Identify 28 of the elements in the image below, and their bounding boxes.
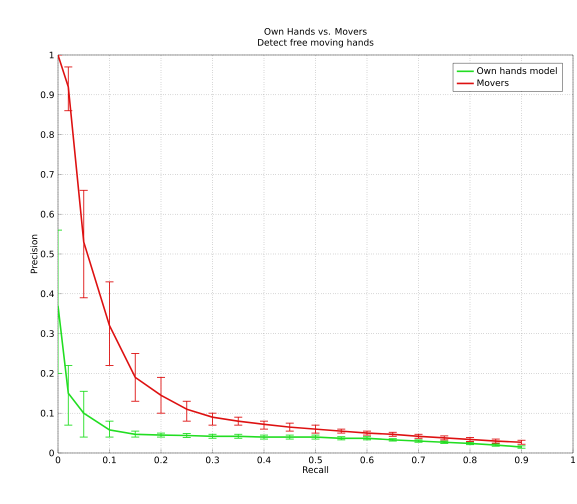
y-tick-label: 0.8 <box>40 131 54 138</box>
legend-label: Own hands model <box>477 67 557 74</box>
x-tick-label: 0.9 <box>514 456 528 464</box>
x-tick-label: 0.7 <box>412 456 425 464</box>
x-axis-title: Recall <box>303 466 328 474</box>
x-tick-label: 0.6 <box>360 456 374 464</box>
chart-title: Own Hands vs. Movers <box>264 28 367 35</box>
y-tick-label: 0 <box>49 450 54 456</box>
y-tick-label: 0.3 <box>40 330 54 337</box>
x-tick-label: 0.8 <box>463 456 477 464</box>
x-tick-label: 0.4 <box>257 456 271 464</box>
x-tick-label: 1 <box>571 456 576 464</box>
y-tick-label: 0.2 <box>40 370 54 377</box>
chart-subtitle: Detect free moving hands <box>258 38 374 48</box>
legend-label: Movers <box>477 79 509 86</box>
y-tick-label: 0.4 <box>40 290 54 298</box>
y-tick-label: 0.7 <box>40 171 54 178</box>
y-axis-title: Precision <box>30 234 38 274</box>
y-tick-label: 0.5 <box>40 250 54 258</box>
y-tick-label: 0.1 <box>40 410 54 417</box>
y-tick-label: 1 <box>50 52 54 58</box>
x-tick-label: 0.5 <box>308 456 322 464</box>
x-tick-label: 0.1 <box>102 456 116 464</box>
x-tick-label: 0.3 <box>206 456 219 464</box>
x-tick-label: 0.2 <box>154 456 168 464</box>
y-tick-label: 0.9 <box>40 91 54 98</box>
x-tick-label: 0 <box>56 456 60 464</box>
y-tick-label: 0.6 <box>40 210 54 218</box>
